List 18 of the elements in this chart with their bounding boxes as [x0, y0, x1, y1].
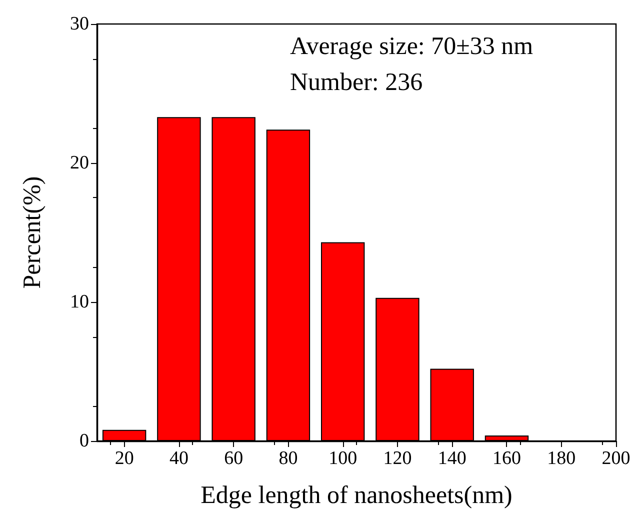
x-tick-label: 80 [278, 448, 298, 469]
x-axis-title: Edge length of nanosheets(nm) [200, 482, 512, 509]
y-tick-label: 10 [70, 292, 89, 312]
x-tick-label: 140 [438, 448, 466, 469]
x-tick-label: 120 [383, 448, 412, 469]
x-tick-label: 180 [547, 448, 576, 469]
y-tick-label: 20 [70, 152, 89, 174]
y-tick-label: 0 [80, 430, 89, 452]
y-axis-title: Percent(%) [19, 176, 46, 289]
y-tick-label: 30 [70, 14, 89, 34]
x-tick-label: 20 [114, 448, 134, 469]
x-tick-label: 160 [492, 448, 521, 469]
x-tick-label: 100 [328, 448, 358, 469]
x-tick-label: 40 [169, 448, 188, 469]
x-tick-label: 200 [602, 448, 630, 469]
annotation: Number: 236 [290, 69, 423, 96]
annotation: Average size: 70±33 nm [290, 33, 534, 60]
x-tick-label: 60 [224, 448, 244, 469]
